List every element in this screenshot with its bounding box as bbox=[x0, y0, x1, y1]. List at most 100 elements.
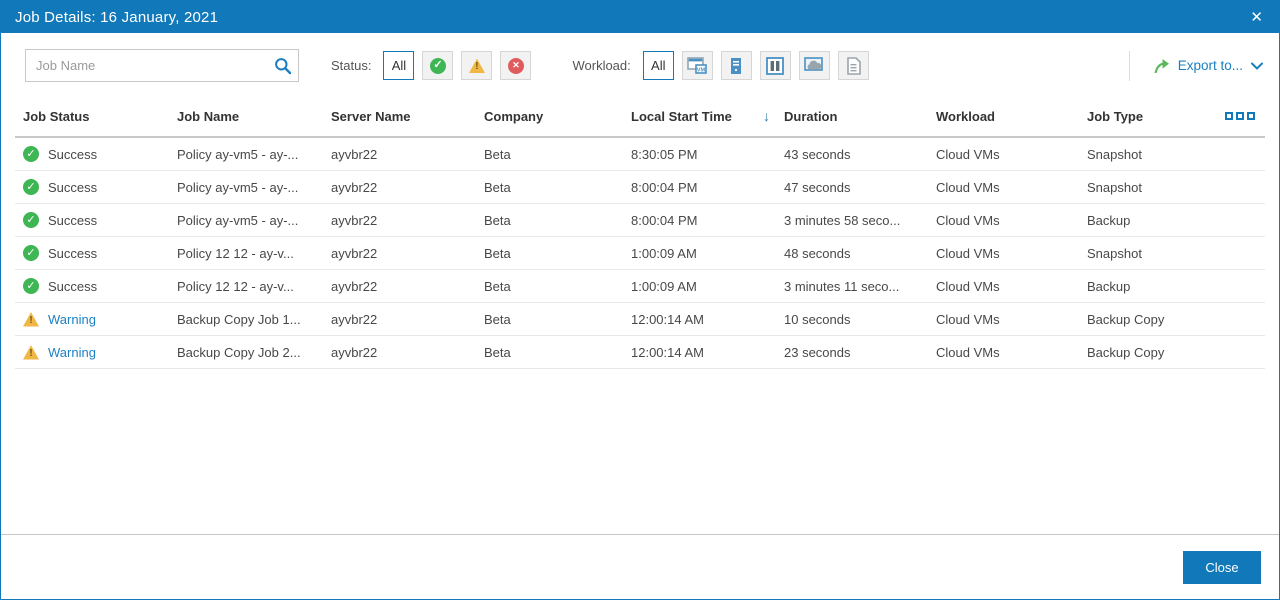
workload-filter-vm-button[interactable]: VM bbox=[681, 51, 713, 80]
job-name-cell: Backup Copy Job 1... bbox=[177, 311, 301, 327]
duration-cell: 23 seconds bbox=[784, 344, 851, 360]
col-header-company[interactable]: Company bbox=[484, 108, 544, 124]
dialog-titlebar: Job Details: 16 January, 2021 ✕ bbox=[1, 1, 1279, 33]
workload-cell: Cloud VMs bbox=[936, 179, 1000, 195]
duration-cell: 3 minutes 11 seco... bbox=[784, 278, 900, 294]
cloud-vms-icon bbox=[804, 57, 824, 71]
table-row[interactable]: Warning Backup Copy Job 2... ayvbr22 Bet… bbox=[15, 336, 1265, 369]
success-status-icon bbox=[23, 179, 39, 195]
table-row[interactable]: Warning Backup Copy Job 1... ayvbr22 Bet… bbox=[15, 303, 1265, 336]
job-status-cell: Success bbox=[23, 245, 177, 261]
status-filter-all-button[interactable]: All bbox=[383, 51, 415, 80]
job-status-label: Success bbox=[48, 278, 98, 294]
dialog-footer: Close bbox=[1, 534, 1279, 599]
filter-toolbar: Status: All Workload: All VM Export to..… bbox=[1, 33, 1279, 96]
job-status-cell: Success bbox=[23, 146, 177, 162]
col-header-job-type[interactable]: Job Type bbox=[1087, 109, 1255, 124]
col-header-label: Job Type bbox=[1087, 108, 1144, 124]
duration-cell: 43 seconds bbox=[784, 146, 851, 162]
workload-cell: Cloud VMs bbox=[936, 212, 1000, 228]
status-filter-error-button[interactable] bbox=[500, 51, 532, 80]
company-cell: Beta bbox=[484, 311, 511, 327]
job-name-cell: Policy 12 12 - ay-v... bbox=[177, 245, 294, 261]
col-header-duration[interactable]: Duration bbox=[784, 108, 838, 124]
workload-filter-server-button[interactable] bbox=[720, 51, 752, 80]
local-start-time-cell: 1:00:09 AM bbox=[631, 278, 697, 294]
company-cell: Beta bbox=[484, 278, 511, 294]
workload-filter-label: Workload: bbox=[572, 58, 631, 73]
job-type-cell: Backup Copy bbox=[1087, 311, 1165, 327]
success-status-icon bbox=[23, 146, 39, 162]
files-icon bbox=[846, 56, 861, 75]
company-cell: Beta bbox=[484, 146, 511, 162]
company-cell: Beta bbox=[484, 179, 511, 195]
search-icon[interactable] bbox=[268, 57, 298, 75]
svg-text:VM: VM bbox=[697, 67, 706, 73]
local-start-time-cell: 8:00:04 PM bbox=[631, 179, 698, 195]
job-status-label[interactable]: Warning bbox=[48, 344, 96, 360]
workload-filter-fileshare-button[interactable] bbox=[759, 51, 791, 80]
table-row[interactable]: Success Policy 12 12 - ay-v... ayvbr22 B… bbox=[15, 270, 1265, 303]
local-start-time-cell: 8:00:04 PM bbox=[631, 212, 698, 228]
col-header-job-name[interactable]: Job Name bbox=[177, 108, 240, 124]
export-arrow-icon bbox=[1154, 58, 1169, 73]
duration-cell: 3 minutes 58 seco... bbox=[784, 212, 901, 228]
job-name-searchbox bbox=[25, 49, 299, 82]
export-to-button[interactable]: Export to... bbox=[1152, 57, 1263, 75]
table-row[interactable]: Success Policy ay-vm5 - ay-... ayvbr22 B… bbox=[15, 138, 1265, 171]
success-status-icon bbox=[23, 245, 39, 261]
duration-cell: 47 seconds bbox=[784, 179, 851, 195]
success-status-icon bbox=[429, 57, 446, 74]
table-header-row: Job Status Job Name Server Name Company … bbox=[15, 96, 1265, 138]
toolbar-divider bbox=[1128, 50, 1130, 81]
server-agent-icon bbox=[731, 57, 742, 74]
job-type-cell: Snapshot bbox=[1087, 245, 1142, 261]
warning-status-icon bbox=[23, 345, 39, 360]
job-status-label[interactable]: Warning bbox=[48, 311, 96, 327]
workload-filter-all-button[interactable]: All bbox=[642, 51, 674, 80]
job-name-cell: Policy ay-vm5 - ay-... bbox=[177, 146, 299, 162]
col-header-local-start-time[interactable]: Local Start Time ↓ bbox=[631, 108, 784, 124]
sort-desc-icon: ↓ bbox=[763, 108, 770, 124]
table-row[interactable]: Success Policy ay-vm5 - ay-... ayvbr22 B… bbox=[15, 204, 1265, 237]
job-status-label: Success bbox=[48, 245, 98, 261]
table-row[interactable]: Success Policy 12 12 - ay-v... ayvbr22 B… bbox=[15, 237, 1265, 270]
job-name-cell: Backup Copy Job 2... bbox=[177, 344, 301, 360]
status-filter-warning-button[interactable] bbox=[461, 51, 493, 80]
job-name-cell: Policy ay-vm5 - ay-... bbox=[177, 212, 299, 228]
workload-filter-cloudvm-button[interactable] bbox=[798, 51, 830, 80]
job-type-cell: Backup Copy bbox=[1087, 344, 1165, 360]
col-header-server-name[interactable]: Server Name bbox=[331, 108, 411, 124]
company-cell: Beta bbox=[484, 212, 511, 228]
job-type-cell: Snapshot bbox=[1087, 146, 1142, 162]
col-header-workload[interactable]: Workload bbox=[936, 108, 995, 124]
table-row[interactable]: Success Policy ay-vm5 - ay-... ayvbr22 B… bbox=[15, 171, 1265, 204]
column-chooser-icon[interactable] bbox=[1225, 112, 1255, 120]
col-header-job-status[interactable]: Job Status bbox=[23, 108, 90, 124]
server-name-cell: ayvbr22 bbox=[331, 278, 378, 294]
status-filter-label: Status: bbox=[331, 58, 372, 73]
server-name-cell: ayvbr22 bbox=[331, 311, 378, 327]
search-input[interactable] bbox=[26, 58, 268, 73]
job-status-cell: Warning bbox=[23, 345, 177, 360]
export-area: Export to... bbox=[1128, 50, 1263, 81]
company-cell: Beta bbox=[484, 245, 511, 261]
server-name-cell: ayvbr22 bbox=[331, 245, 378, 261]
job-status-label: Success bbox=[48, 146, 98, 162]
virtual-machines-icon: VM bbox=[687, 57, 708, 74]
close-icon[interactable]: ✕ bbox=[1250, 8, 1263, 26]
workload-cell: Cloud VMs bbox=[936, 146, 1000, 162]
local-start-time-cell: 1:00:09 AM bbox=[631, 245, 697, 261]
job-status-cell: Success bbox=[23, 278, 177, 294]
job-type-cell: Backup bbox=[1087, 278, 1131, 294]
warning-status-icon bbox=[468, 58, 485, 73]
workload-filter-files-button[interactable] bbox=[837, 51, 869, 80]
duration-cell: 48 seconds bbox=[784, 245, 851, 261]
job-name-cell: Policy 12 12 - ay-v... bbox=[177, 278, 294, 294]
status-filter-success-button[interactable] bbox=[422, 51, 454, 80]
job-status-cell: Success bbox=[23, 212, 177, 228]
job-status-cell: Warning bbox=[23, 312, 177, 327]
close-button[interactable]: Close bbox=[1183, 550, 1261, 584]
dialog-title: Job Details: 16 January, 2021 bbox=[15, 8, 219, 26]
